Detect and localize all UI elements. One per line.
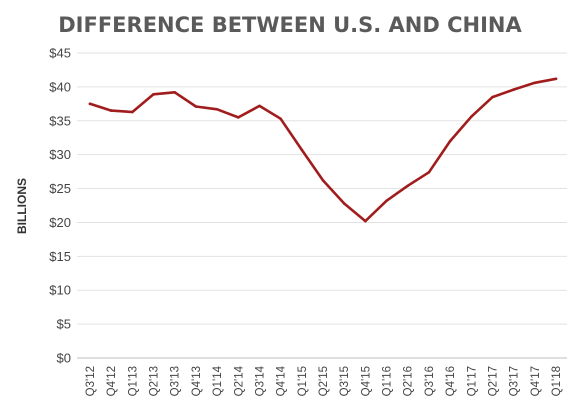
x-axis-ticks: Q3'12 Q4'12 Q1'13 Q2'13 Q3'13 Q4'13 Q1'14 Q2'14… — [85, 365, 563, 396]
data-point — [88, 102, 92, 106]
x-tick-label: Q2'16 — [403, 366, 415, 396]
data-point — [385, 199, 388, 203]
y-tick-label: $40 — [49, 79, 71, 94]
data-point — [427, 170, 431, 174]
x-tick-label: Q1'15 — [297, 366, 309, 396]
y-axis-label: BILLIONS — [15, 178, 29, 234]
data-point — [300, 148, 304, 152]
data-point — [131, 110, 134, 114]
data-point — [279, 117, 282, 121]
data-point — [533, 81, 537, 85]
data-point — [364, 219, 367, 223]
x-tick-label: Q3'17 — [509, 366, 521, 396]
x-tick-label: Q3'13 — [170, 366, 182, 396]
y-tick-label: $30 — [49, 147, 71, 162]
data-point — [258, 104, 261, 108]
y-tick-label: $35 — [49, 113, 71, 128]
data-point — [554, 77, 558, 81]
series-line — [88, 77, 558, 223]
y-tick-label: $15 — [49, 249, 71, 264]
x-tick-label: Q4'14 — [276, 365, 288, 396]
y-tick-label: $25 — [49, 181, 71, 196]
data-point — [109, 109, 113, 112]
data-point — [236, 116, 240, 119]
data-point — [448, 139, 452, 143]
data-point — [194, 105, 198, 108]
x-tick-label: Q1'17 — [466, 366, 478, 396]
y-tick-label: $20 — [49, 215, 71, 230]
data-point — [215, 107, 219, 111]
y-tick-label: $10 — [49, 283, 71, 298]
y-tick-label: $0 — [57, 351, 71, 366]
y-axis-ticks: $0 $5 $10 $15 $20 $25 $30 $35 $40 $45 — [49, 46, 71, 366]
data-point — [469, 115, 473, 119]
x-tick-label: Q3'14 — [254, 365, 266, 396]
chart-title: DIFFERENCE BETWEEN U.S. AND CHINA — [58, 13, 522, 37]
data-point — [491, 95, 494, 99]
data-point — [512, 88, 515, 91]
x-tick-label: Q1'14 — [212, 365, 224, 396]
data-point — [152, 93, 155, 96]
x-tick-label: Q4'16 — [445, 366, 457, 396]
x-tick-label: Q4'15 — [360, 366, 372, 396]
x-tick-label: Q4'13 — [191, 366, 203, 396]
x-tick-label: Q3'12 — [85, 366, 97, 396]
x-tick-label: Q3'16 — [424, 366, 436, 396]
y-tick-label: $5 — [57, 317, 71, 332]
series-layer — [88, 77, 558, 223]
data-point — [406, 184, 410, 188]
x-tick-label: Q1'16 — [382, 366, 394, 396]
x-tick-label: Q4'12 — [106, 366, 118, 396]
data-point — [173, 91, 177, 94]
x-tick-label: Q2'14 — [233, 365, 245, 396]
x-tick-label: Q2'17 — [487, 366, 499, 396]
x-tick-label: Q2'13 — [149, 366, 161, 396]
x-tick-label: Q1'13 — [127, 366, 139, 396]
data-point — [342, 202, 346, 205]
y-tick-label: $45 — [49, 46, 71, 61]
x-tick-label: Q1'18 — [551, 366, 563, 396]
x-tick-label: Q4'17 — [530, 366, 542, 396]
x-tick-label: Q2'15 — [318, 366, 330, 396]
gridlines — [77, 52, 567, 359]
x-tick-label: Q3'15 — [339, 366, 351, 396]
data-point — [321, 179, 325, 182]
